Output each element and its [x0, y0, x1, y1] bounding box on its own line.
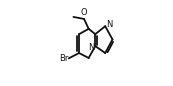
Text: N: N — [106, 20, 113, 29]
Text: O: O — [81, 8, 87, 17]
Text: N: N — [88, 43, 94, 52]
Text: Br: Br — [59, 54, 69, 63]
